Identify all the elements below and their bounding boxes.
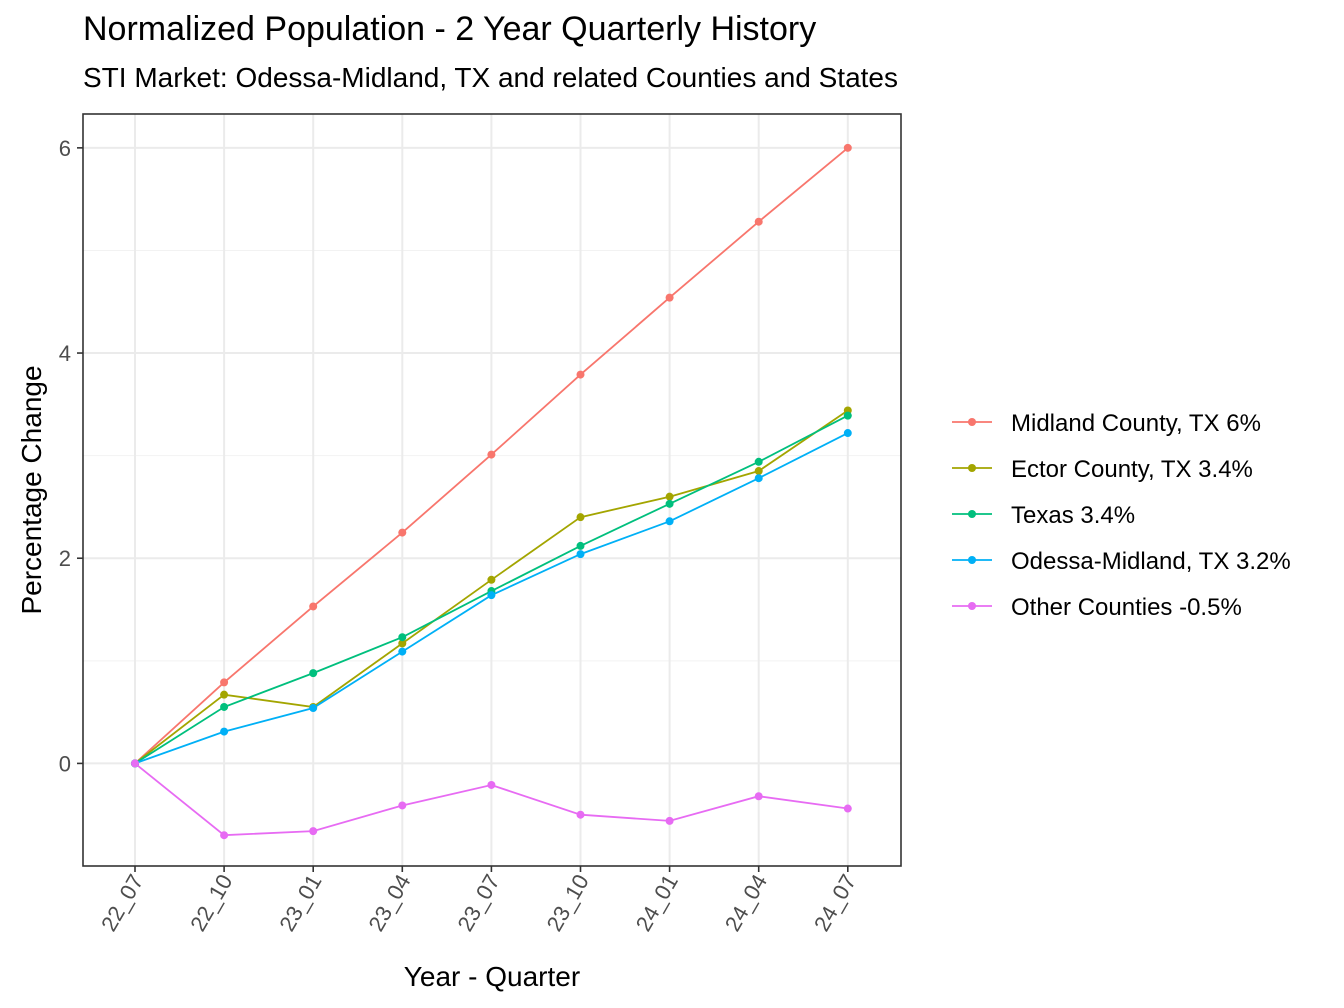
legend-label: Midland County, TX 6%	[1011, 410, 1261, 437]
data-point	[665, 492, 674, 501]
x-tick-label: 23_04	[363, 870, 415, 935]
data-point	[487, 575, 496, 584]
y-tick-label: 2	[59, 546, 71, 571]
y-axis-title: Percentage Change	[16, 365, 47, 614]
data-point	[309, 602, 318, 611]
data-point	[309, 669, 318, 678]
x-tick-label: 23_01	[274, 870, 326, 935]
data-point	[309, 704, 318, 713]
data-point	[576, 513, 585, 522]
y-axis: 0 2 4 6	[59, 136, 83, 776]
x-axis: 22_07 22_10 23_01 23_04 23_07 23_10 24_01 24_04…	[96, 866, 861, 935]
legend-label: Odessa-Midland, TX 3.2%	[1011, 548, 1291, 575]
data-point	[487, 780, 496, 789]
data-point	[220, 678, 229, 687]
data-point	[576, 810, 585, 819]
x-axis-title: Year - Quarter	[404, 961, 580, 992]
legend-key-point	[968, 418, 976, 426]
x-tick-label: 24_04	[720, 870, 772, 935]
data-point	[754, 217, 763, 226]
data-point	[487, 591, 496, 600]
data-point	[754, 457, 763, 466]
data-point	[220, 727, 229, 736]
data-point	[576, 370, 585, 379]
x-tick-label: 22_07	[96, 870, 148, 935]
data-point	[665, 816, 674, 825]
data-point	[220, 702, 229, 711]
data-point	[398, 647, 407, 656]
data-point	[665, 293, 674, 302]
y-tick-label: 4	[59, 341, 71, 366]
data-point	[398, 639, 407, 648]
data-point	[398, 633, 407, 642]
chart-title: Normalized Population - 2 Year Quarterly…	[83, 10, 817, 48]
data-point	[754, 474, 763, 483]
legend: Midland County, TX 6% Ector County, TX 3.…	[952, 410, 1291, 621]
data-point	[576, 550, 585, 559]
y-tick-label: 6	[59, 136, 71, 161]
data-point	[131, 759, 139, 768]
x-tick-label: 23_10	[542, 870, 594, 935]
series-points	[131, 143, 852, 840]
data-point	[487, 450, 496, 459]
data-point	[398, 801, 407, 810]
y-tick-label: 0	[59, 751, 71, 776]
x-tick-label: 22_10	[185, 870, 237, 935]
legend-key-point	[968, 464, 976, 472]
x-tick-label: 24_07	[809, 870, 861, 935]
x-tick-label: 23_07	[452, 870, 504, 935]
chart-subtitle: STI Market: Odessa-Midland, TX and relat…	[83, 62, 899, 93]
legend-label: Texas 3.4%	[1011, 502, 1135, 529]
major-gridlines	[83, 114, 901, 866]
data-point	[843, 804, 852, 813]
data-point	[754, 467, 763, 476]
legend-label: Ector County, TX 3.4%	[1011, 456, 1253, 483]
data-point	[665, 499, 674, 508]
x-tick-label: 24_01	[631, 870, 683, 935]
data-point	[754, 792, 763, 801]
data-point	[576, 541, 585, 550]
data-point	[220, 831, 229, 840]
data-point	[398, 528, 407, 537]
data-point	[843, 429, 852, 438]
data-point	[220, 690, 229, 699]
legend-label: Other Counties -0.5%	[1011, 594, 1242, 621]
data-point	[665, 517, 674, 526]
data-point	[843, 143, 852, 152]
legend-key-point	[968, 602, 976, 610]
legend-key-point	[968, 556, 976, 564]
data-point	[843, 411, 852, 420]
legend-key-point	[968, 510, 976, 518]
data-point	[309, 827, 318, 836]
